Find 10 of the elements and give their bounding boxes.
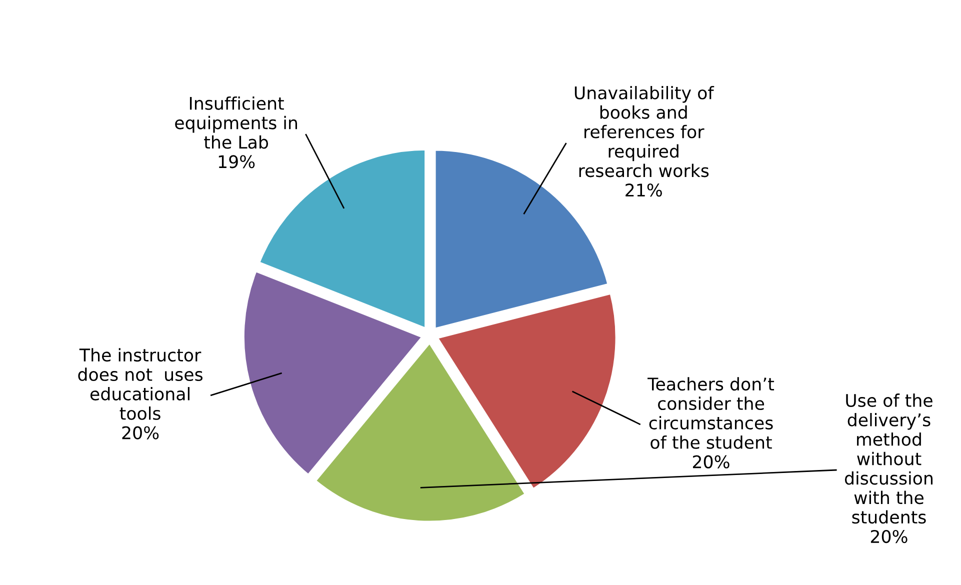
slice-label: The instructor does not uses educational tools — [78, 348, 203, 420]
slice-label: Teachers don’t consider the circumstances of the student — [648, 377, 774, 449]
data-label: 21% — [626, 184, 662, 197]
slice-label: Insufficient equipments in the Lab — [175, 96, 297, 149]
data-label: 20% — [870, 530, 908, 544]
data-label: 20% — [692, 455, 730, 468]
slice-label: Use of the delivery’s method without discussion with the students — [844, 394, 932, 524]
slice-label: Unavailability of books and references for required research works — [574, 86, 714, 178]
data-label: 19% — [218, 155, 255, 168]
data-label: 20% — [122, 426, 159, 440]
